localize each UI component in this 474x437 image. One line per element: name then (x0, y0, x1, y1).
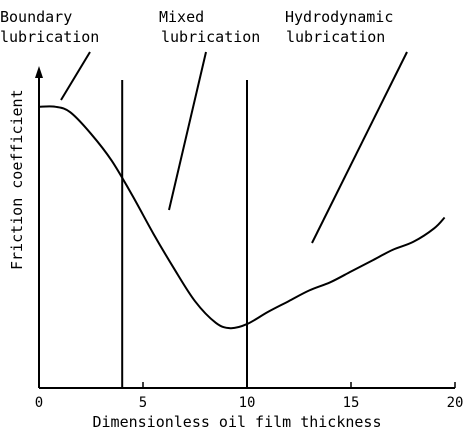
region-label-hydrodynamic-line2: lubrication (286, 28, 385, 46)
x-tick-label-10: 10 (239, 395, 256, 411)
region-label-mixed-line2: lubrication (161, 28, 260, 46)
y-axis-label: Friction coefficient (8, 89, 26, 270)
x-tick-label-20: 20 (447, 395, 464, 411)
friction-curve (38, 105, 446, 330)
pointer-hydrodynamic (311, 51, 408, 244)
x-axis-label: Dimensionless oil film thickness (93, 413, 382, 431)
region-label-boundary-line1: Boundary (0, 8, 72, 26)
y-axis-arrow (35, 66, 43, 78)
region-label-boundary-line2: lubrication (0, 28, 99, 46)
pointer-boundary (60, 51, 91, 101)
region-label-hydrodynamic-line1: Hydrodynamic (285, 8, 393, 26)
pointer-mixed (168, 51, 207, 211)
x-tick-label-15: 15 (343, 395, 360, 411)
region-label-mixed-line1: Mixed (159, 8, 204, 26)
x-tick-label-5: 5 (139, 395, 147, 411)
x-tick-label-0: 0 (35, 395, 43, 411)
